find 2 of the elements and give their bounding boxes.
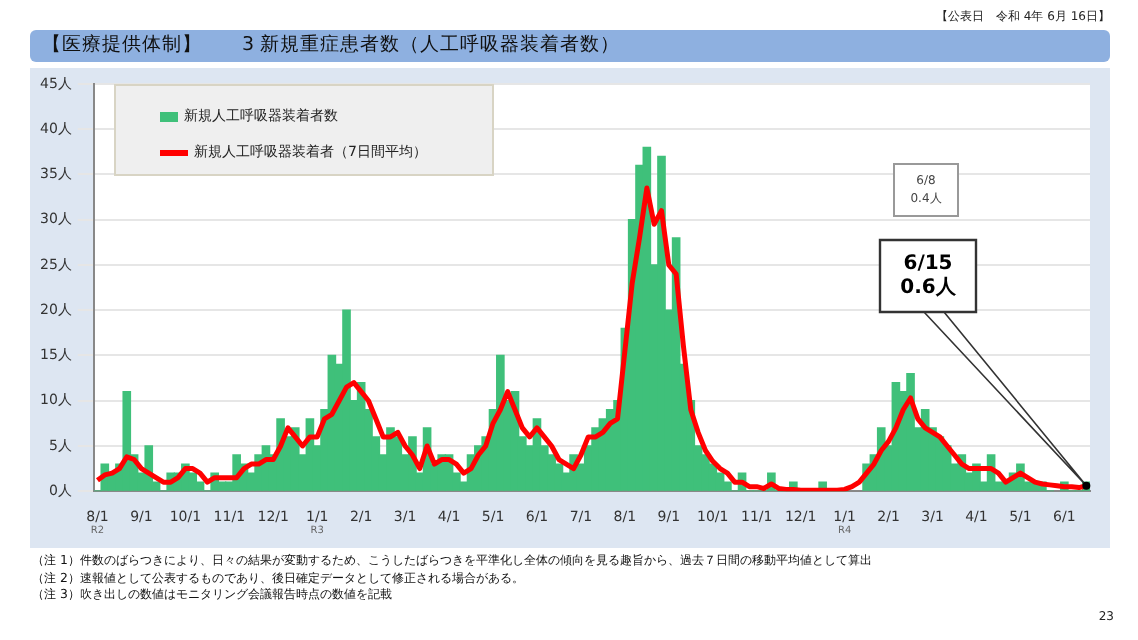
annotation: 6/15 0.6人: [900, 253, 958, 300]
chart-title: 【医療提供体制】 3 新規重症患者数（人工呼吸器装着者数）: [30, 30, 1110, 62]
